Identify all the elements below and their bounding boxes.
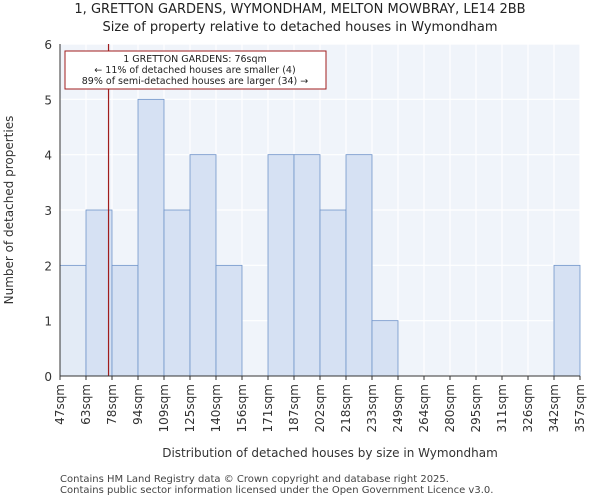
y-axis-label: Number of detached properties	[2, 116, 16, 305]
x-tick-label: 94sqm	[131, 384, 145, 425]
x-tick-label: 171sqm	[261, 384, 275, 432]
chart-subtitle: Size of property relative to detached ho…	[102, 20, 498, 35]
histogram-bar	[371, 320, 399, 377]
histogram-bar	[319, 209, 347, 377]
histogram-bar	[85, 209, 113, 377]
x-tick-label: 125sqm	[183, 384, 197, 432]
y-tick-labels: 0 1 2 3 4 5 6	[44, 38, 52, 384]
x-tick-labels: 47sqm 63sqm 78sqm 94sqm 109sqm 125sqm 140sqm 15…	[53, 384, 587, 432]
histogram-bar	[215, 264, 243, 377]
x-tick-label: 156sqm	[235, 384, 249, 432]
x-tick-label: 63sqm	[79, 384, 93, 425]
x-tick-label: 218sqm	[339, 384, 353, 432]
histogram-bar	[111, 264, 139, 377]
y-tick-label: 6	[44, 38, 52, 52]
x-tick-label: 326sqm	[521, 384, 535, 432]
annotation-box: 1 GRETTON GARDENS: 76sqm ← 11% of detach…	[64, 50, 327, 90]
x-axis-label: Distribution of detached houses by size …	[162, 446, 498, 460]
y-tick-label: 5	[44, 93, 52, 107]
x-tick-label: 264sqm	[417, 384, 431, 432]
x-tick-label: 342sqm	[547, 384, 561, 432]
footer-licence: Contains public sector information licen…	[60, 485, 494, 496]
annotation-line-1: 1 GRETTON GARDENS: 76sqm	[123, 54, 267, 65]
histogram-bar	[293, 154, 321, 377]
annotation-line-2: ← 11% of detached houses are smaller (4)	[94, 65, 295, 76]
histogram-bar	[137, 98, 165, 377]
y-tick-label: 3	[44, 204, 52, 218]
x-tick-label: 280sqm	[443, 384, 457, 432]
footer-copyright: Contains HM Land Registry data © Crown c…	[60, 474, 449, 485]
histogram-bar	[553, 264, 581, 377]
x-tick-label: 78sqm	[105, 384, 119, 425]
annotation-line-3: 89% of semi-detached houses are larger (…	[82, 76, 309, 87]
x-tick-label: 357sqm	[573, 384, 587, 432]
y-tick-label: 1	[44, 315, 52, 329]
histogram-bar	[345, 154, 373, 377]
x-tick-label: 295sqm	[469, 384, 483, 432]
x-tick-label: 202sqm	[313, 384, 327, 432]
histogram-bar	[189, 154, 217, 377]
histogram-bar	[59, 264, 87, 377]
chart-title: 1, GRETTON GARDENS, WYMONDHAM, MELTON MO…	[74, 2, 526, 17]
bars-group	[59, 98, 581, 377]
x-tick-label: 47sqm	[53, 384, 67, 425]
histogram-bar	[267, 154, 295, 377]
axes	[59, 44, 581, 380]
x-tick-label: 249sqm	[391, 384, 405, 432]
x-tick-label: 187sqm	[287, 384, 301, 432]
x-tick-label: 233sqm	[365, 384, 379, 432]
x-tick-label: 140sqm	[209, 384, 223, 432]
y-tick-label: 2	[44, 259, 52, 273]
histogram-bar	[163, 209, 191, 377]
y-tick-label: 4	[44, 149, 52, 163]
y-tick-label: 0	[44, 370, 52, 384]
x-tick-label: 109sqm	[157, 384, 171, 432]
x-tick-label: 311sqm	[495, 384, 509, 432]
